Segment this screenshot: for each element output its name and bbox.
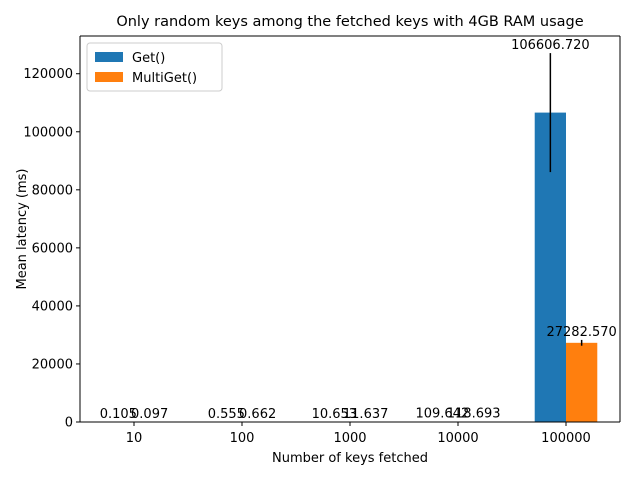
plot-area: 0.105 0.555 10.653 109.642 106606.720 0.097 0.… <box>79 35 621 423</box>
y-tick-label: 120000 <box>23 67 73 82</box>
data-label: 106606.720 <box>511 38 590 53</box>
data-label: 109.642 <box>415 407 469 422</box>
data-label: 118.693 <box>447 407 501 422</box>
y-tick-label: 80000 <box>32 183 73 198</box>
x-tick-label: 100 <box>230 431 255 446</box>
y-tick-label: 0 <box>65 416 73 431</box>
data-label: 0.662 <box>239 407 276 422</box>
legend: Get() MultiGet() <box>86 42 223 92</box>
y-tick-label: 100000 <box>23 125 73 140</box>
legend-swatch <box>95 72 123 82</box>
x-tick-label: 10 <box>126 431 143 446</box>
y-tick-label: 40000 <box>32 299 73 314</box>
legend-label: Get() <box>132 51 165 66</box>
data-label: 0.105 <box>100 407 137 422</box>
data-label: 11.637 <box>343 407 389 422</box>
legend-swatch <box>95 52 123 62</box>
data-label: 0.555 <box>208 407 245 422</box>
x-axis-label: Number of keys fetched <box>272 451 428 466</box>
y-tick-label: 60000 <box>32 241 73 256</box>
x-tick-label: 1000 <box>333 431 366 446</box>
bar <box>566 342 598 422</box>
y-axis: 0 20000 40000 60000 80000 100000 120000 <box>23 67 80 431</box>
legend-label: MultiGet() <box>132 71 197 86</box>
y-axis-label: Mean latency (ms) <box>15 168 30 289</box>
data-label: 0.097 <box>131 407 168 422</box>
chart-title: Only random keys among the fetched keys … <box>116 14 583 30</box>
x-tick-label: 100000 <box>541 431 591 446</box>
data-label: 10.653 <box>312 407 358 422</box>
data-label: 27282.570 <box>546 325 616 340</box>
x-axis: 10 100 1000 10000 100000 <box>126 422 591 446</box>
y-tick-label: 20000 <box>32 357 73 372</box>
x-tick-label: 10000 <box>437 431 478 446</box>
